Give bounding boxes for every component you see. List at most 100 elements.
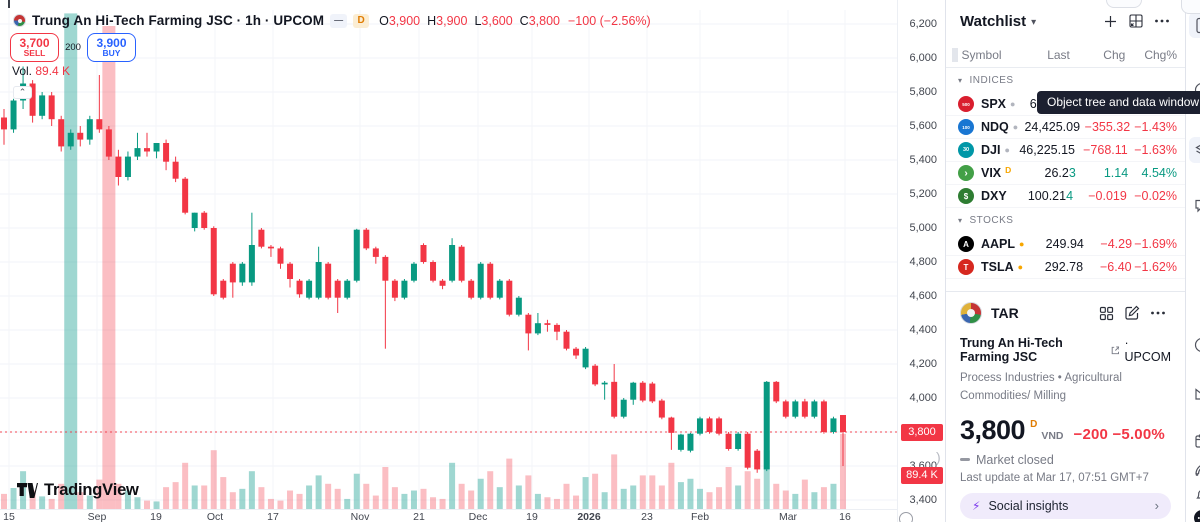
column-symbol[interactable]: Symbol — [961, 47, 1002, 62]
buy-button[interactable]: 3,900 BUY — [87, 33, 136, 62]
column-chg-pct[interactable]: Chg% — [1144, 47, 1177, 62]
column-last[interactable]: Last — [1047, 47, 1070, 62]
streams-icon[interactable] — [1189, 457, 1200, 483]
layout-grid-icon[interactable] — [1093, 301, 1119, 325]
tradingview-wordmark: TradingView — [44, 481, 139, 499]
tooltip: Object tree and data window — [1037, 91, 1200, 114]
last-value: 24,425.09 — [1024, 120, 1081, 134]
symbol-logo-icon: $ — [958, 188, 974, 204]
watchlist-row-dxy[interactable]: $ DXY 100.214 −0.019 −0.02% — [946, 185, 1185, 208]
watchlist-row-ndq[interactable]: 100 NDQ ● 24,425.09 −355.32 −1.43% — [946, 116, 1185, 139]
lightning-icon: ⚡ — [972, 498, 981, 513]
detail-more-button[interactable] — [1145, 301, 1171, 325]
delayed-flag: D — [1030, 418, 1038, 430]
market-closed-icon — [960, 458, 970, 462]
symbol-name: DJI — [981, 143, 1001, 157]
price-axis[interactable]: 6,200 6,000 5,800 5,600 5,400 5,200 5,000 4,800… — [897, 0, 945, 522]
watchlist-row-aapl[interactable]: A AAPL ● 249.94 −4.29 −1.69% — [946, 233, 1185, 256]
watchlist-row-dji[interactable]: 30 DJI ● 46,225.15 −768.11 −1.63% — [946, 139, 1185, 162]
symbol-logo-icon: T — [958, 259, 974, 275]
add-symbol-button[interactable] — [1097, 9, 1123, 33]
watchlist-panel-icon[interactable] — [1189, 12, 1200, 38]
time-tick: 17 — [267, 511, 279, 522]
watchlist-grid-icon[interactable] — [1123, 9, 1149, 33]
last-value: 249.94 — [1045, 237, 1084, 251]
section-header-stocks[interactable]: ▾ STOCKS — [958, 215, 1014, 226]
company-name[interactable]: Trung An Hi-Tech Farming JSC — [960, 336, 1063, 364]
time-tick: Mar — [778, 511, 798, 522]
price-scale-settings-icon[interactable] — [899, 512, 913, 522]
watchlist-header: Watchlist ▾ — [946, 0, 1185, 42]
volume-value: 89.4 K — [35, 64, 71, 78]
cutoff-toolbar-button — [1181, 0, 1200, 14]
right-toolbar — [1185, 0, 1200, 522]
symbol-logo-icon: 100 — [958, 119, 974, 135]
time-tick: Oct — [206, 511, 224, 522]
symbol-name: AAPL — [981, 237, 1016, 251]
section-header-indices[interactable]: ▾ INDICES — [958, 75, 1014, 86]
hide-indicator-icon[interactable]: — — [330, 13, 348, 28]
tradingview-logo[interactable]: TradingView — [17, 481, 139, 500]
pane-resize-handle[interactable]: ) — [936, 449, 941, 465]
symbol-name: DXY — [981, 189, 1007, 203]
price-tick: 4,200 — [909, 358, 937, 370]
watchlist-row-tsla[interactable]: T TSLA ● 292.78 −6.40 −1.62% — [946, 256, 1185, 279]
collapse-legend-button[interactable]: ⌃ — [13, 86, 32, 99]
volume-legend[interactable]: Vol. 89.4 K — [12, 64, 70, 78]
panel-divider[interactable] — [945, 0, 946, 522]
sector-text[interactable]: Process Industries • Agricultural Commod… — [960, 372, 1122, 402]
price-tick: 5,000 — [909, 222, 937, 234]
price-change: −200 −5.00% — [1073, 425, 1165, 443]
calendar-icon[interactable] — [1189, 428, 1200, 454]
price-tick: 5,200 — [909, 188, 937, 200]
column-chg[interactable]: Chg — [1103, 47, 1126, 62]
chart-legend: Trung An Hi-Tech Farming JSC · 1h · UPCO… — [13, 13, 651, 28]
chg-value: 1.14 — [1103, 166, 1129, 180]
chg-value: −6.40 — [1100, 260, 1132, 274]
watchlist-more-button[interactable] — [1149, 9, 1175, 33]
sell-button[interactable]: 3,700 SELL — [10, 33, 59, 62]
chg-pct-value: −0.02% — [1134, 189, 1177, 203]
delayed-data-badge: D — [353, 13, 370, 28]
chg-value: −4.29 — [1100, 237, 1133, 251]
status-dot-icon: ● — [1010, 99, 1016, 109]
external-link-icon[interactable] — [1111, 345, 1120, 356]
time-axis[interactable]: 15 Sep 19 Oct 17 Nov 21 Dec 19 2026 23 Feb Mar 16 — [0, 509, 897, 522]
spread-value: 200 — [65, 42, 81, 53]
ohlc-o: O3,900 — [379, 13, 421, 28]
symbol-name: VIX — [981, 166, 1002, 180]
last-value: 26.23 — [1044, 166, 1076, 180]
time-tick: 16 — [839, 511, 851, 522]
top-edge-artifact — [8, 0, 10, 8]
chg-value: −0.019 — [1088, 189, 1127, 203]
social-insights-button[interactable]: ⚡ Social insights › — [960, 492, 1171, 519]
alerts-clock-icon[interactable] — [1189, 77, 1200, 103]
chevron-down-icon: ▾ — [958, 216, 963, 225]
edit-note-icon[interactable] — [1119, 301, 1145, 325]
column-drag-handle[interactable] — [952, 47, 958, 62]
candlestick-chart[interactable] — [0, 0, 945, 522]
symbol-name: NDQ — [981, 120, 1009, 134]
chat-icon[interactable] — [1189, 192, 1200, 218]
market-status-text: Market closed — [976, 452, 1054, 467]
price-tick: 5,400 — [909, 154, 937, 166]
price-tick: 6,000 — [909, 52, 937, 64]
object-tree-icon[interactable] — [1189, 137, 1200, 163]
notifications-bell-icon[interactable] — [1189, 481, 1200, 507]
support-icon[interactable] — [1189, 505, 1200, 522]
time-tick: 2026 — [577, 511, 601, 522]
watchlist-title[interactable]: Watchlist — [960, 12, 1027, 30]
time-tick: 21 — [413, 511, 425, 522]
ideas-icon[interactable] — [1189, 381, 1200, 407]
help-icon[interactable] — [1189, 332, 1200, 358]
last-value: 292.78 — [1044, 260, 1084, 274]
chevron-down-icon[interactable]: ▾ — [1031, 17, 1037, 28]
symbol-title[interactable]: Trung An Hi-Tech Farming JSC · 1h · UPCO… — [32, 13, 325, 28]
chevron-down-icon: ▾ — [958, 76, 963, 85]
watchlist-row-vix[interactable]: › VIX D 26.23 1.14 4.54% — [946, 162, 1185, 185]
detail-symbol[interactable]: TAR — [991, 305, 1019, 321]
symbol-logo-icon: 500 — [958, 96, 974, 112]
symbol-logo-icon: A — [958, 236, 974, 252]
status-dot-icon: ● — [1004, 145, 1010, 155]
status-dot-icon: ● — [1019, 239, 1025, 249]
